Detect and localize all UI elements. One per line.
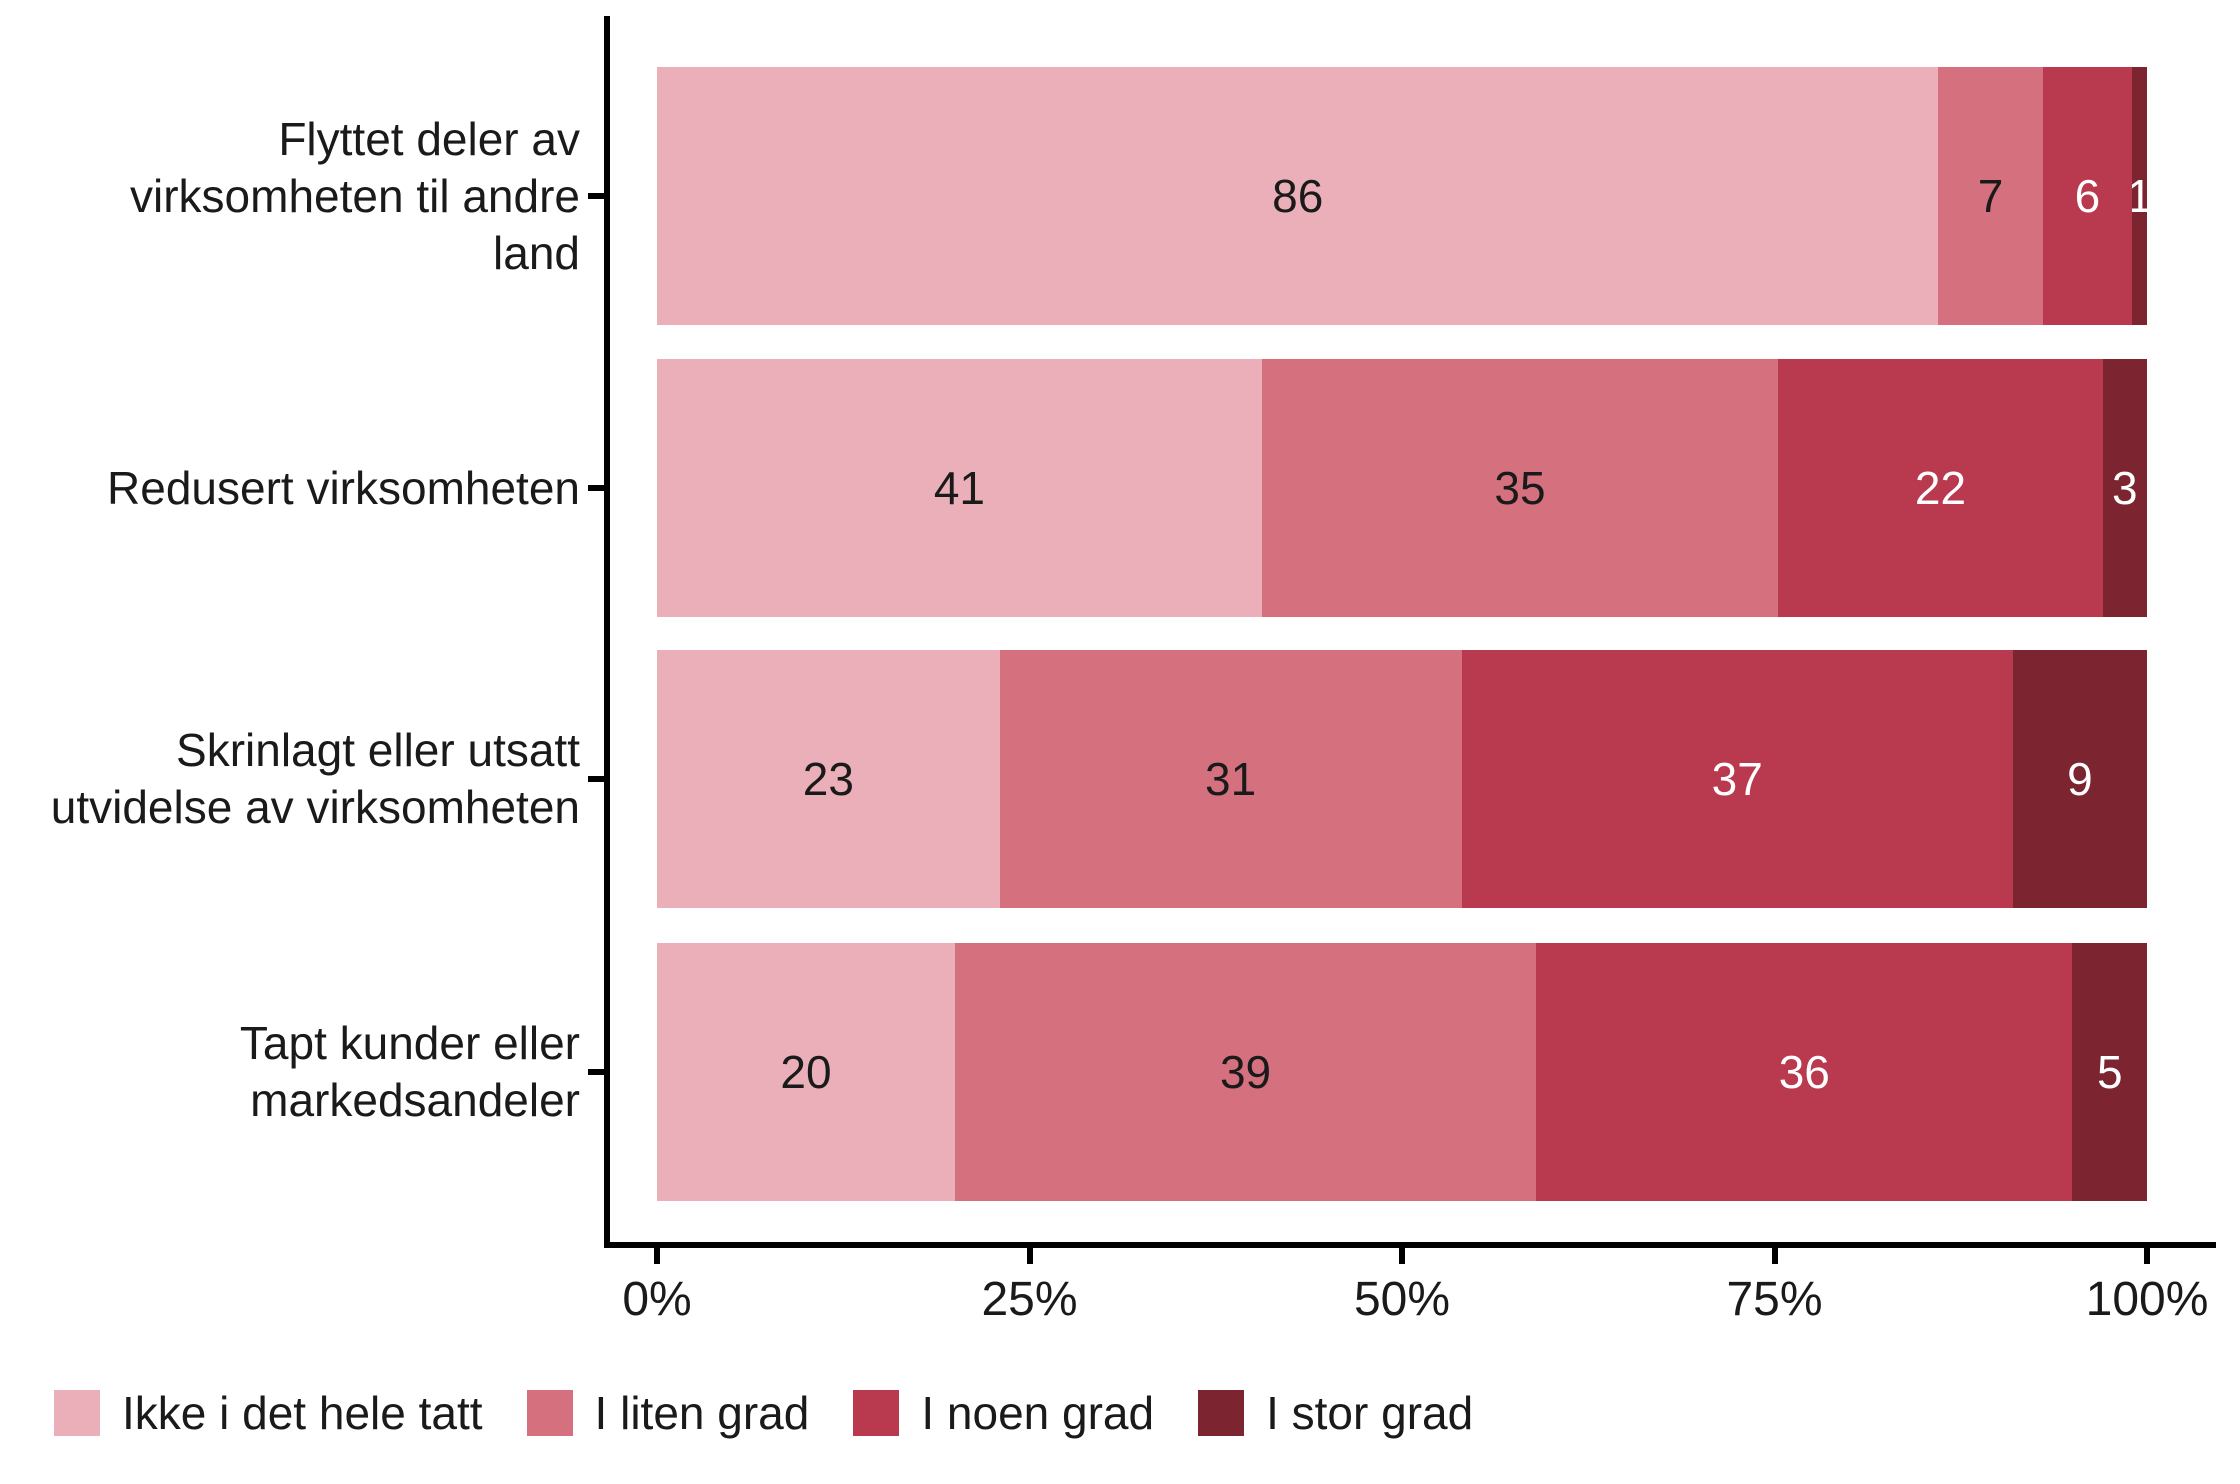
bar-segment-value: 31: [1205, 753, 1257, 805]
legend-item: I noen grad: [853, 1386, 1154, 1440]
bar-segment: 37: [1461, 650, 2013, 908]
category-label: Skrinlagt eller utsatt utvidelse av virks…: [50, 724, 580, 833]
y-tick: [588, 485, 604, 491]
bar-segment-value: 39: [1219, 1046, 1272, 1098]
x-tick-label: 50%: [1353, 1273, 1451, 1326]
bar-segment: 86: [657, 67, 1939, 325]
bar-segment: 39: [955, 943, 1537, 1201]
legend-item: Ikke i det hele tatt: [54, 1386, 483, 1440]
bar-row: 23 31 37 9: [657, 650, 2147, 908]
legend-label: I noen grad: [921, 1387, 1155, 1439]
bar-segment-value: 22: [1914, 462, 1967, 514]
bar-segment: 7: [1938, 67, 2043, 325]
y-tick: [588, 1069, 604, 1075]
bar-segment: 5: [2072, 943, 2147, 1201]
x-tick-label: 100%: [2085, 1273, 2209, 1326]
legend-item: I liten grad: [526, 1386, 810, 1440]
bar-segment: 6: [2042, 67, 2133, 325]
legend: Ikke i det hele tatt I liten grad I noen g…: [54, 1386, 1473, 1440]
bar-segment: 35: [1261, 359, 1779, 617]
category-label: Redusert virksomheten: [107, 461, 580, 514]
x-tick: [1399, 1248, 1405, 1264]
bar-row: 20 39 36 5: [657, 943, 2147, 1201]
legend-swatch: [853, 1390, 900, 1436]
x-tick-label: 0%: [622, 1273, 692, 1326]
bar-segment: 36: [1536, 943, 2073, 1201]
bar-segment: 22: [1778, 359, 2103, 617]
bar-row: 41 35 22 3: [657, 359, 2147, 617]
bar-segment-value: 41: [933, 462, 985, 514]
bar-segment: 9: [2012, 650, 2147, 908]
x-axis-line: [604, 1242, 2216, 1248]
bar-segment: 1: [2132, 67, 2147, 325]
bar-row: 86 7 6 1: [657, 67, 2147, 325]
legend-swatch: [1198, 1390, 1245, 1436]
bar-segment-value: 3: [2112, 462, 2138, 514]
legend-label: I liten grad: [594, 1387, 810, 1439]
y-tick: [588, 776, 604, 782]
category-label: Tapt kunder eller markedsandeler: [239, 1017, 580, 1126]
bar-segment-value: 36: [1778, 1046, 1830, 1098]
legend-item: I stor grad: [1198, 1386, 1473, 1440]
x-tick-label: 25%: [981, 1273, 1078, 1326]
bar-segment-value: 37: [1711, 753, 1763, 805]
bar-segment-value: 86: [1272, 170, 1324, 222]
bar-segment-value: 1: [2132, 170, 2147, 222]
x-tick: [654, 1248, 660, 1264]
bar-segment-value: 7: [1977, 170, 2004, 222]
bar-segment-value: 9: [2067, 753, 2093, 805]
x-tick: [1771, 1248, 1778, 1264]
category-label: Flyttet deler av virksomheten til andre la…: [130, 112, 580, 279]
bar-segment-value: 6: [2074, 170, 2101, 222]
legend-label: Ikke i det hele tatt: [122, 1387, 483, 1439]
x-tick: [1026, 1248, 1033, 1264]
y-axis-line: [604, 16, 610, 1248]
bar-segment: 20: [657, 943, 955, 1201]
bar-segment-value: 5: [2096, 1046, 2123, 1098]
bar-segment: 41: [657, 359, 1262, 617]
bar-segment-value: 35: [1494, 462, 1546, 514]
y-tick: [588, 193, 604, 199]
bar-segment: 31: [999, 650, 1462, 908]
legend-swatch: [54, 1390, 100, 1436]
bar-segment: 3: [2102, 359, 2147, 617]
x-tick: [2144, 1248, 2150, 1264]
bar-segment-value: 20: [780, 1046, 832, 1098]
x-tick-label: 75%: [1726, 1273, 1823, 1326]
legend-swatch: [526, 1390, 573, 1436]
bar-segment: 23: [657, 650, 1000, 908]
legend-label: I stor grad: [1266, 1387, 1474, 1439]
bar-segment-value: 23: [802, 753, 854, 805]
